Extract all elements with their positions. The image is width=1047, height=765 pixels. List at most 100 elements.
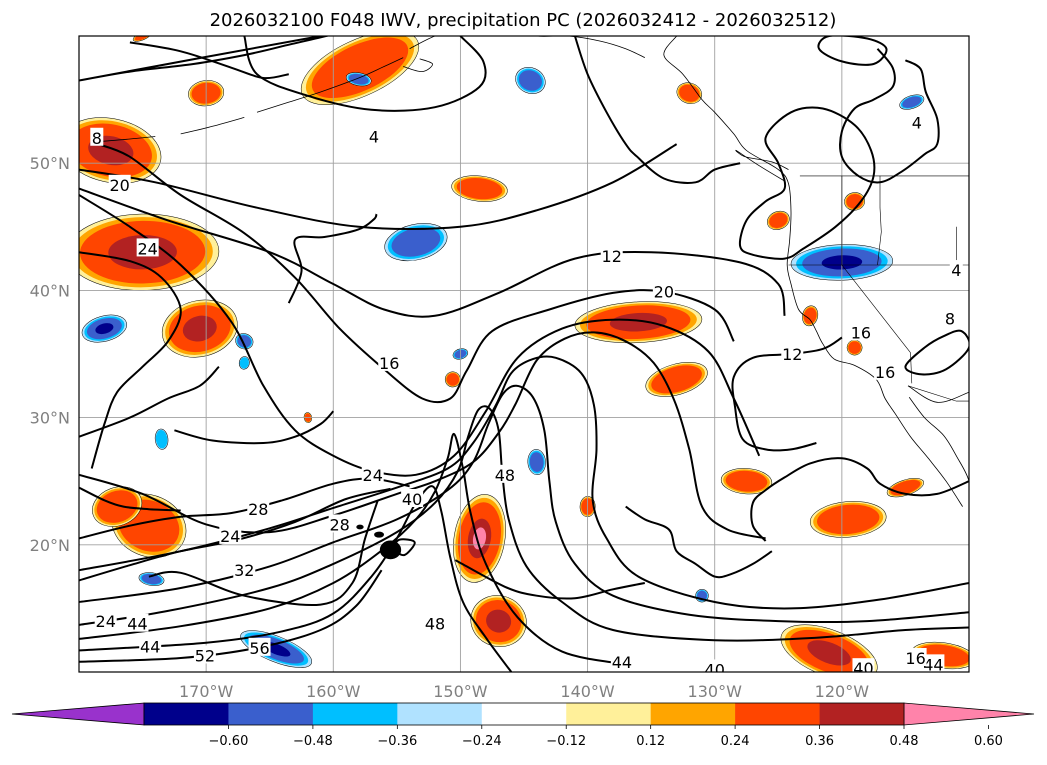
pc-blob [902,96,922,108]
colorbar-tick-label: −0.24 [462,734,502,749]
iwv-contour [817,36,888,66]
contour-label: 32 [234,561,254,580]
coastline [256,57,404,113]
pc-blob [96,490,138,523]
colorbar-segment [228,703,314,725]
map-background [79,36,969,672]
colorbar-tick-label: −0.48 [293,734,333,749]
contour-label-bg [219,525,242,544]
colorbar-segment [397,703,483,725]
longitude-tick-labels: 170°W 160°W 150°W 140°W 130°W 120°W [179,682,869,701]
pc-blob [816,504,880,535]
contour-label: 4 [912,113,922,132]
lon-tick-label: 130°W [688,682,743,701]
contour-label-bg [367,126,381,145]
iwv-contour [454,559,645,600]
iwv-contour [79,405,969,642]
contour-label-bg [328,514,351,533]
contour-label: 52 [195,646,215,665]
iwv-contour [79,384,969,624]
pc-blob [456,177,503,200]
contour-label: 20 [654,283,674,302]
contour-label: 44 [140,638,160,657]
coastline [663,36,963,507]
pc-blob [769,212,788,229]
contour-label: 4 [369,127,379,146]
pc-blob [848,341,861,354]
map-frame [78,35,970,673]
iwv-contour [79,187,786,318]
contour-label: 8 [945,309,955,328]
lon-tick-label: 150°W [433,682,488,701]
colorbar-segment [481,703,567,725]
iwv-contour [79,365,220,438]
contour-label-bg [247,499,270,518]
colorbar-frame [143,702,905,726]
pc-blob [803,307,817,325]
contour-label: 28 [329,515,349,534]
pc-blob [446,373,460,386]
contour-label: 56 [249,639,269,658]
iwv-contours [79,36,969,672]
iwv-contour [79,36,331,82]
contour-label: 16 [905,649,925,668]
contour-label: 20 [110,176,130,195]
iwv-contour [904,329,969,376]
colorbar-tick-label: 0.60 [974,734,1003,749]
contour-label-bg [904,648,927,667]
coastline [180,117,245,135]
iwv-contour [79,485,513,672]
pc-blob [486,609,512,633]
contour-label: 44 [127,615,147,634]
political-border [877,175,882,266]
iwv-contour [839,48,940,184]
colorbar-tick-label: −0.12 [546,734,586,749]
iwv-contour [148,499,379,607]
lon-tick-label: 120°W [815,682,870,701]
coastline [403,58,433,73]
contour-label: 48 [425,615,445,634]
contour-label-bg [703,659,726,672]
contour-label: 4 [951,261,961,280]
pc-blob [725,470,768,492]
hawaii-island [356,524,364,530]
iwv-contour [79,194,761,477]
coastline [735,149,789,182]
contour-label: 40 [402,490,422,509]
contour-label: 48 [495,466,515,485]
contour-label-bg [781,344,804,362]
iwv-contour [79,355,969,610]
contour-label-bg [378,352,401,371]
iwv-contour [79,569,383,663]
iwv-contour [174,410,335,445]
colorbar-tick-label: 0.12 [636,734,665,749]
contour-label-bg [493,464,516,483]
iwv-contour [79,251,182,469]
lat-tick-label: 50°N [30,154,70,173]
contour-label-bg [94,611,117,630]
iwv-contour [79,433,626,666]
iwv-contour [625,505,773,579]
colorbar-tick-label: 0.36 [805,734,834,749]
contour-label-bg [600,246,623,265]
contour-label-bg [248,637,271,656]
contour-label-bg [949,260,963,279]
contour-label: 12 [602,247,622,266]
map-panel: 4448812121616162020242424242828324044444… [78,35,970,673]
contour-label: 24 [137,239,157,258]
contour-labels: 4448812121616162020242424242828324044444… [90,112,963,672]
pc-blob [529,452,544,472]
pc-blob [95,323,114,335]
iwv-contour [393,538,416,557]
pc-blob [807,640,851,666]
contour-label: 24 [96,612,116,631]
contour-label-bg [233,560,256,579]
iwv-contour [79,143,678,231]
pc-blob [518,70,542,91]
colorbar-extend-high [903,702,1035,726]
colorbar-segment [735,703,820,725]
lon-tick-label: 170°W [179,682,234,701]
contour-label: 44 [612,653,632,672]
colorbar-segment [312,703,398,725]
